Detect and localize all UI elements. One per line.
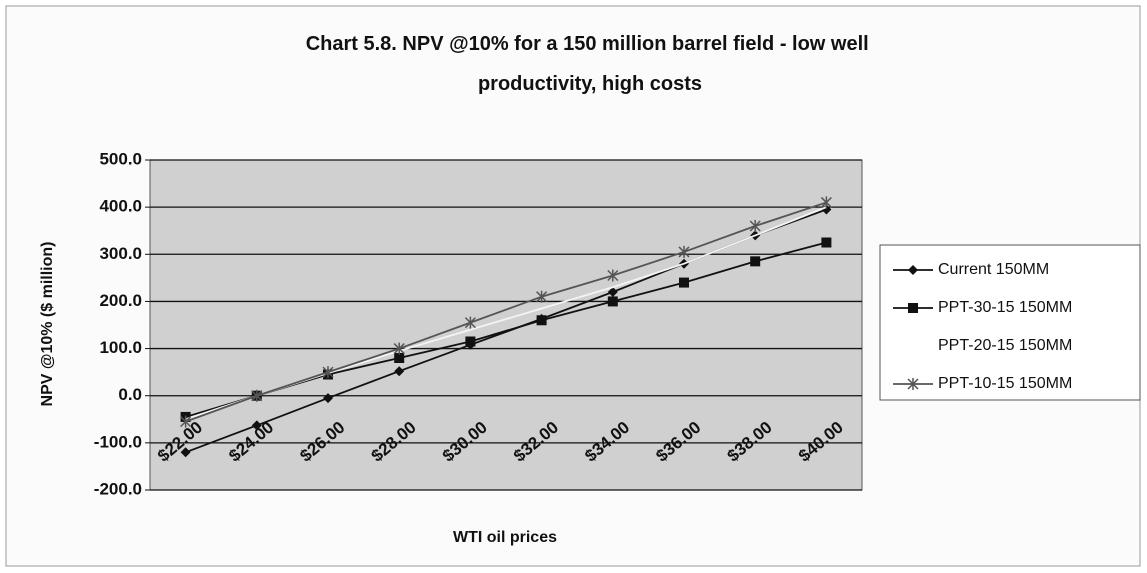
chart-title: Chart 5.8. NPV @10% for a 150 million ba… — [306, 33, 875, 95]
point — [322, 366, 334, 379]
point — [323, 393, 333, 404]
point — [607, 287, 618, 297]
series-line — [185, 201, 827, 423]
point — [251, 389, 263, 402]
plot-area — [149, 159, 863, 491]
point — [679, 277, 689, 288]
y-tick-label: 500.0 — [99, 149, 142, 168]
y-tick-label: -100.0 — [94, 432, 142, 451]
point — [607, 296, 618, 307]
title-line: productivity, high costs — [478, 73, 702, 95]
point — [908, 265, 918, 275]
point — [464, 316, 476, 329]
point — [821, 204, 832, 215]
y-tick-label: 300.0 — [99, 244, 142, 263]
point — [749, 220, 761, 232]
y-tick-label: 400.0 — [99, 197, 142, 216]
point — [180, 447, 191, 458]
point — [180, 415, 192, 428]
point — [251, 420, 262, 431]
point — [394, 353, 405, 363]
point — [907, 378, 919, 390]
x-axis-title: WTI oil prices — [453, 529, 557, 546]
point — [820, 196, 832, 209]
point — [394, 366, 405, 377]
point — [908, 303, 918, 313]
legend-label: Current 150MM — [938, 261, 1049, 278]
y-tick-label: 100.0 — [99, 338, 142, 357]
point — [821, 237, 832, 248]
title-line: Chart 5.8. NPV @10% for a 150 million ba… — [306, 33, 875, 55]
point — [678, 245, 690, 258]
y-axis-title: NPV @10% ($ million) — [39, 242, 56, 407]
point — [465, 336, 476, 347]
y-tick-label: 200.0 — [99, 291, 142, 310]
y-tick-label: -200.0 — [94, 479, 142, 498]
legend-label: PPT-20-15 150MM — [938, 337, 1072, 354]
point — [607, 269, 619, 282]
point — [750, 256, 761, 267]
point — [536, 315, 547, 326]
point — [393, 342, 405, 355]
legend-label: PPT-30-15 150MM — [938, 299, 1072, 316]
point — [536, 290, 548, 303]
legend-label: PPT-10-15 150MM — [938, 375, 1072, 392]
y-tick-label: 0.0 — [118, 385, 142, 404]
